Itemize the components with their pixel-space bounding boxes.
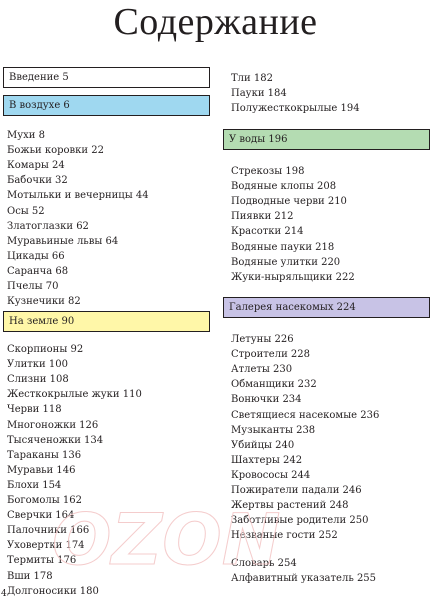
- toc-entry[interactable]: Цикады 66: [7, 250, 65, 262]
- toc-entry[interactable]: Водяные пауки 218: [231, 241, 335, 253]
- toc-entry[interactable]: Пиявки 212: [231, 211, 294, 223]
- toc-entry[interactable]: Кровососы 244: [231, 469, 311, 481]
- toc-entry[interactable]: Бабочки 32: [7, 175, 68, 187]
- toc-entry[interactable]: Кузнечики 82: [7, 296, 81, 308]
- toc-entry[interactable]: Подводные черви 210: [231, 196, 347, 208]
- toc-entry-intro[interactable]: Введение 5: [3, 67, 210, 88]
- toc-entry[interactable]: Мотыльки и вечерницы 44: [7, 190, 149, 202]
- toc-entry[interactable]: Незваные гости 252: [231, 530, 338, 542]
- toc-entry[interactable]: Шахтеры 242: [231, 454, 303, 466]
- toc-entry[interactable]: Жертвы растений 248: [231, 500, 349, 512]
- toc-entry[interactable]: Обманщики 232: [231, 379, 317, 391]
- toc-entry[interactable]: Полужесткокрылые 194: [231, 103, 360, 115]
- toc-entry[interactable]: Комары 24: [7, 160, 65, 172]
- toc-entry[interactable]: Мухи 8: [7, 130, 45, 141]
- section-header-ground[interactable]: На земле 90: [3, 311, 210, 332]
- toc-entry[interactable]: Светящиеся насекомые 236: [231, 409, 380, 421]
- toc-entry[interactable]: Многоножки 126: [7, 419, 99, 431]
- toc-entry[interactable]: Долгоносики 180: [7, 585, 99, 597]
- toc-entry[interactable]: Муравьи 146: [7, 464, 76, 476]
- toc-entry[interactable]: Летуны 226: [231, 334, 294, 345]
- toc-entry[interactable]: Вонючки 234: [231, 394, 302, 406]
- toc-entry[interactable]: Красотки 214: [231, 226, 304, 238]
- toc-entry[interactable]: Божьи коровки 22: [7, 145, 104, 157]
- toc-entry[interactable]: Жуки-ныряльщики 222: [231, 271, 355, 283]
- toc-entry[interactable]: Стрекозы 198: [231, 166, 305, 177]
- toc-entry[interactable]: Жесткокрылые жуки 110: [7, 389, 142, 401]
- toc-entry[interactable]: Тли 182: [231, 73, 273, 84]
- toc-entry[interactable]: Златоглазки 62: [7, 220, 89, 232]
- toc-entry[interactable]: Атлеты 230: [231, 364, 293, 376]
- toc-entry[interactable]: Богомолы 162: [7, 495, 83, 506]
- toc-entry[interactable]: Вши 178: [7, 570, 53, 582]
- toc-entry[interactable]: Словарь 254: [231, 558, 297, 569]
- toc-entry[interactable]: Музыканты 238: [231, 424, 316, 436]
- toc-entry[interactable]: Слизни 108: [7, 374, 69, 386]
- section-header-air[interactable]: В воздухе 6: [3, 95, 210, 116]
- toc-entry[interactable]: Строители 228: [231, 349, 311, 361]
- toc-entry[interactable]: Палочники 166: [7, 525, 90, 537]
- toc-entry[interactable]: Убийцы 240: [231, 439, 295, 451]
- toc-entry[interactable]: Осы 52: [7, 205, 45, 217]
- toc-entry[interactable]: Муравьиные львы 64: [7, 235, 119, 247]
- toc-entry[interactable]: Заботливые родители 250: [231, 515, 369, 527]
- toc-entry[interactable]: Водяные клопы 208: [231, 181, 337, 193]
- toc-entry[interactable]: Блохи 154: [7, 479, 62, 491]
- toc-entry[interactable]: Водяные улитки 220: [231, 256, 341, 268]
- page-number: 4: [1, 589, 7, 599]
- section-header-water[interactable]: У воды 196: [223, 129, 430, 150]
- toc-entry[interactable]: Алфавитный указатель 255: [231, 573, 377, 585]
- section-header-gallery[interactable]: Галерея насекомых 224: [223, 297, 430, 318]
- toc-entry[interactable]: Сверчки 164: [7, 510, 75, 522]
- page-title: Содержание: [113, 1, 318, 43]
- toc-entry[interactable]: Уховертки 174: [7, 540, 85, 552]
- toc-entry[interactable]: Термиты 176: [7, 555, 77, 567]
- toc-entry[interactable]: Пожиратели падали 246: [231, 485, 362, 496]
- toc-entry[interactable]: Улитки 100: [7, 359, 68, 371]
- toc-entry[interactable]: Пауки 184: [231, 88, 287, 100]
- toc-entry[interactable]: Черви 118: [7, 404, 62, 416]
- toc-entry[interactable]: Тараканы 136: [7, 449, 82, 461]
- toc-entry[interactable]: Скорпионы 92: [7, 344, 84, 355]
- toc-entry[interactable]: Саранча 68: [7, 265, 69, 277]
- toc-entry[interactable]: Тысяченожки 134: [7, 434, 104, 446]
- toc-entry[interactable]: Пчелы 70: [7, 281, 59, 292]
